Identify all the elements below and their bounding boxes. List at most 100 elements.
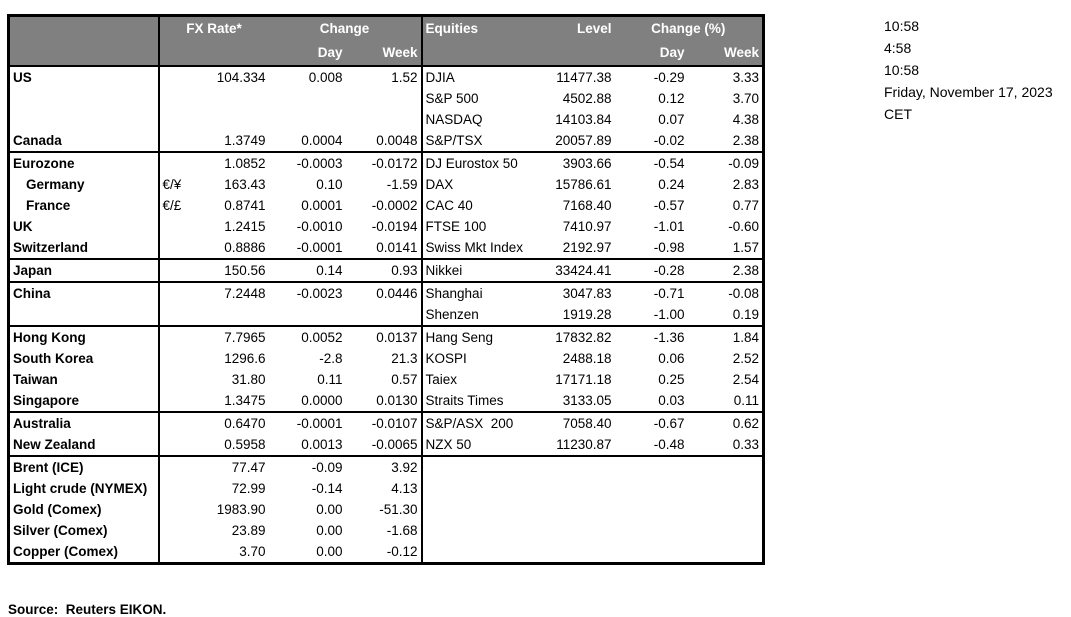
fx-rate-value: 23.89: [231, 523, 266, 538]
equity-change-day-value: 0.06: [658, 351, 685, 366]
fx-rate-value: 0.6470: [224, 416, 266, 431]
corner-cell: [8, 15, 160, 41]
fx-rate-value: 0.5958: [188, 434, 269, 457]
fx-change-week-value: 0.93: [345, 259, 423, 283]
fx-rate-value: 0.8886: [188, 237, 269, 260]
table-row: Taiwan 31.80 0.11 0.57 Taiex 17171.18 0.…: [8, 369, 764, 390]
fx-rate-value: [189, 109, 269, 130]
currency-pair-label: [159, 369, 189, 390]
fx-change-day-value: -0.0010: [296, 219, 343, 234]
fx-rate-value: [189, 88, 269, 109]
table-row: Silver (Comex) 23.89 0.00 -1.68: [8, 520, 764, 541]
timestamp-block: 10:58 4:58 10:58 Friday, November 17, 20…: [884, 15, 1053, 125]
equity-change-day-value: 0.07: [658, 112, 685, 127]
equity-level-value: 17171.18: [555, 372, 612, 387]
equity-change-day-value: 0.03: [614, 390, 688, 413]
table-row: China 7.2448 -0.0023 0.0446 Shanghai 304…: [8, 282, 764, 304]
fx-change-week-value: -0.0172: [345, 152, 423, 174]
equity-index-name: Shenzen: [421, 304, 535, 327]
equity-index-name: NASDAQ: [425, 112, 483, 127]
equity-change-week-value: 0.77: [732, 198, 760, 213]
equity-level-value: 3903.66: [562, 156, 612, 171]
equity-change-day-value: -0.48: [614, 434, 688, 457]
region-label: [8, 109, 160, 130]
fx-rate-value: 150.56: [188, 259, 269, 283]
table-header: FX Rate* Change Equities Level Change (%…: [8, 15, 764, 67]
table-row: Eurozone 1.0852 -0.0003 -0.0172 DJ Euros…: [8, 152, 764, 174]
spacer-cell: [421, 41, 535, 67]
table-row: UK 1.2415 -0.0010 -0.0194 FTSE 100 7410.…: [8, 216, 764, 237]
currency-pair-label: €/£: [162, 198, 182, 213]
region-label: Silver (Comex): [8, 520, 160, 541]
equity-level-value: 11230.87: [534, 434, 615, 457]
equity-change-week-value: [688, 541, 764, 564]
fx-rate-header: FX Rate*: [158, 15, 269, 41]
fx-change-day-value: -0.09: [311, 460, 343, 475]
equity-index-name: Taiex: [425, 372, 458, 387]
equity-level-value: [535, 499, 615, 520]
table-row: New Zealand 0.5958 0.0013 -0.0065 NZX 50…: [8, 434, 764, 457]
equity-change-week-value: 4.38: [732, 112, 760, 127]
equity-level-value: 20057.89: [534, 130, 615, 153]
region-label: [8, 304, 160, 327]
fx-change-day-value: [269, 109, 346, 130]
fx-change-week-value: [345, 304, 423, 327]
equity-change-day-value: [615, 520, 688, 541]
region-label: Taiwan: [8, 369, 160, 390]
region-label: Gold (Comex): [8, 499, 160, 520]
equity-level-value: 7410.97: [562, 219, 612, 234]
fx-change-week-value: 0.0137: [345, 326, 423, 348]
fx-change-day-value: 0.14: [268, 259, 346, 283]
fx-change-week-value: 0.0446: [345, 282, 423, 304]
fx-change-week-value: 3.92: [345, 456, 423, 478]
table-row: Brent (ICE) 77.47 -0.09 3.92: [8, 456, 764, 478]
equity-change-day-value: -0.67: [653, 416, 685, 431]
fx-change-week-value: -51.30: [345, 499, 423, 520]
equity-index-name: Straits Times: [421, 390, 535, 413]
fx-change-day-value: 0.11: [317, 372, 343, 387]
fx-rate-value: 7.7965: [224, 330, 266, 345]
fx-change-week-value: -1.59: [345, 174, 423, 195]
fx-change-day-value: 0.0013: [268, 434, 346, 457]
spacer-cell: [158, 41, 189, 67]
equity-change-week-value: 2.83: [732, 177, 760, 192]
fx-change-day-value: 0.0001: [301, 198, 343, 213]
equity-change-week-value: [688, 478, 764, 499]
equity-change-week-value: 0.11: [687, 390, 764, 413]
fx-rate-value: 104.334: [216, 70, 266, 85]
equity-change-week-value: -0.60: [728, 219, 760, 234]
spacer-cell: [534, 41, 615, 67]
equity-change-week-value: 3.70: [732, 91, 760, 106]
fx-rate-value: 1.3749: [188, 130, 269, 153]
currency-pair-label: [159, 109, 189, 130]
currency-pair-label: [159, 326, 189, 348]
equities-week-header: Week: [687, 41, 764, 67]
table-row: US 104.334 0.008 1.52 DJIA 11477.38 -0.2…: [8, 66, 764, 88]
currency-pair-label: [159, 152, 189, 174]
equity-index-name: DJIA: [425, 70, 455, 85]
equity-level-value: 4502.88: [562, 91, 612, 106]
equity-level-value: 2192.97: [534, 237, 615, 260]
equity-change-week-value: 0.19: [687, 304, 764, 327]
fx-change-day-value: -0.14: [311, 481, 343, 496]
region-label: Singapore: [8, 390, 160, 413]
equity-level-value: 14103.84: [555, 112, 612, 127]
equity-change-week-value: -0.09: [728, 156, 760, 171]
level-header: Level: [534, 15, 615, 41]
equity-change-day-value: -0.02: [614, 130, 688, 153]
fx-change-week-value: 4.13: [345, 478, 423, 499]
region-label: [8, 88, 160, 109]
region-label: Germany: [8, 174, 160, 195]
currency-pair-label: [158, 259, 189, 283]
equity-level-value: 11477.38: [556, 70, 612, 85]
currency-pair-label: [158, 390, 189, 413]
fx-rate-value: [188, 304, 269, 327]
fx-change-day-value: [268, 304, 346, 327]
region-label: Japan: [8, 259, 160, 283]
equity-change-day-value: [615, 499, 688, 520]
table-row: Gold (Comex) 1983.90 0.00 -51.30: [8, 499, 764, 520]
equity-level-value: 2488.18: [562, 351, 612, 366]
table-row: Shenzen 1919.28 -1.00 0.19: [8, 304, 764, 327]
fx-change-week-value: [345, 88, 423, 109]
